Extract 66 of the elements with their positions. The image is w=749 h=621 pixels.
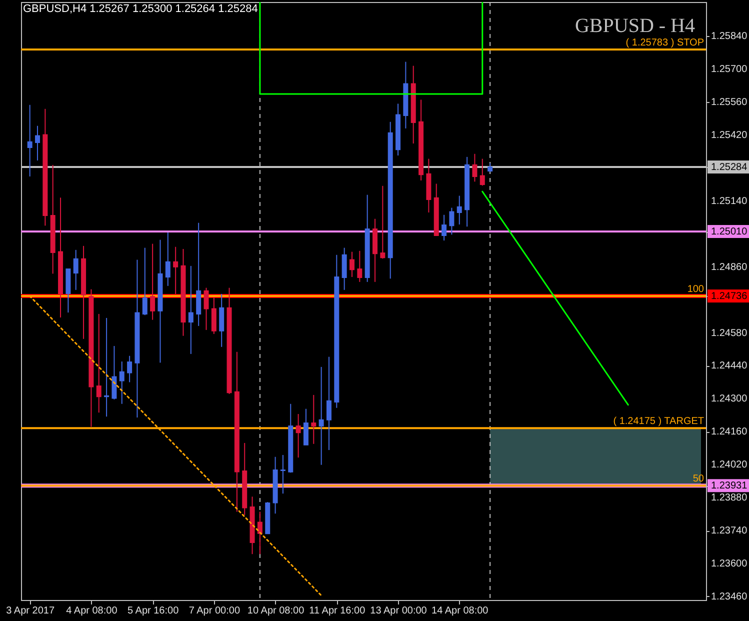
y-tick-label: 1.23880 <box>711 492 748 504</box>
candlestick <box>257 511 262 555</box>
candlestick <box>119 361 124 404</box>
y-tick-label: 1.25010 <box>711 226 748 238</box>
candlestick <box>380 185 386 260</box>
y-tick-label: 1.25700 <box>711 64 748 76</box>
x-tick-label: 7 Apr 00:00 <box>188 606 240 616</box>
candlestick <box>173 246 178 294</box>
y-tick-label: 1.23931 <box>711 480 748 492</box>
x-tick-label: 3 Apr 2017 <box>6 606 55 616</box>
candlestick <box>165 232 170 286</box>
x-tick-label: 14 Apr 08:00 <box>432 606 489 616</box>
y-tick-label: 1.25420 <box>711 130 748 142</box>
y-tick-label: 1.24860 <box>711 262 748 273</box>
y-tick-label: 1.24160 <box>711 426 748 438</box>
candlestick <box>104 317 110 418</box>
candlestick <box>150 243 156 320</box>
candlestick <box>318 366 324 466</box>
annotation: 100 <box>687 284 704 296</box>
y-tick-label: 1.23600 <box>711 558 748 570</box>
candlestick <box>96 313 102 414</box>
candlestick <box>204 287 209 330</box>
text: GBPUSD - H4 <box>574 15 695 37</box>
y-tick-label: 1.23460 <box>711 591 748 602</box>
candlestick <box>188 265 194 354</box>
x-tick-label: 11 Apr 16:00 <box>309 606 366 616</box>
y-tick-label: 1.25140 <box>711 196 748 207</box>
x-tick-label: 10 Apr 08:00 <box>247 606 305 616</box>
ref-line-label: ( 1.25783 ) STOP <box>626 38 704 49</box>
candlestick <box>219 293 224 348</box>
candlestick <box>342 247 347 290</box>
annotation: 50 <box>692 474 704 485</box>
candlestick <box>73 249 78 290</box>
candlestick <box>280 454 286 494</box>
y-tick-label: 1.23740 <box>711 526 748 537</box>
candlestick <box>127 355 132 383</box>
candlestick <box>142 247 148 316</box>
candlestick <box>211 296 216 334</box>
y-tick-label: 1.24300 <box>711 394 748 405</box>
x-tick-label: 13 Apr 00:00 <box>370 606 428 616</box>
candlestick <box>311 394 316 444</box>
annotation: GBPUSD,H4 1.25267 1.25300 1.25264 1.25284 <box>23 3 258 15</box>
candlestick <box>326 356 332 451</box>
candlestick <box>112 345 117 400</box>
x-tick-label: 5 Apr 16:00 <box>127 606 180 616</box>
y-tick-label: 1.25284 <box>711 162 748 174</box>
y-tick-label: 1.24736 <box>711 291 748 302</box>
y-tick-label: 1.25560 <box>711 97 748 108</box>
candlestick <box>449 207 454 236</box>
y-tick-label: 1.24020 <box>711 460 748 471</box>
candlestick <box>456 195 462 225</box>
x-tick-label: 4 Apr 08:00 <box>66 606 118 616</box>
candlestick <box>196 222 202 326</box>
y-tick-label: 1.25840 <box>711 31 748 42</box>
candlestick <box>472 153 478 182</box>
y-tick-label: 1.24580 <box>711 328 748 339</box>
ref-line-label: ( 1.24175 ) TARGET <box>613 416 704 428</box>
candlestick <box>349 251 354 278</box>
candlestick <box>296 414 301 458</box>
candlestick <box>27 104 32 177</box>
y-tick-label: 1.24440 <box>711 360 748 372</box>
candlestick <box>357 250 362 282</box>
candlestick <box>480 158 485 186</box>
candlestick <box>303 408 308 446</box>
candlestick <box>35 125 40 161</box>
candlestick <box>442 214 447 241</box>
